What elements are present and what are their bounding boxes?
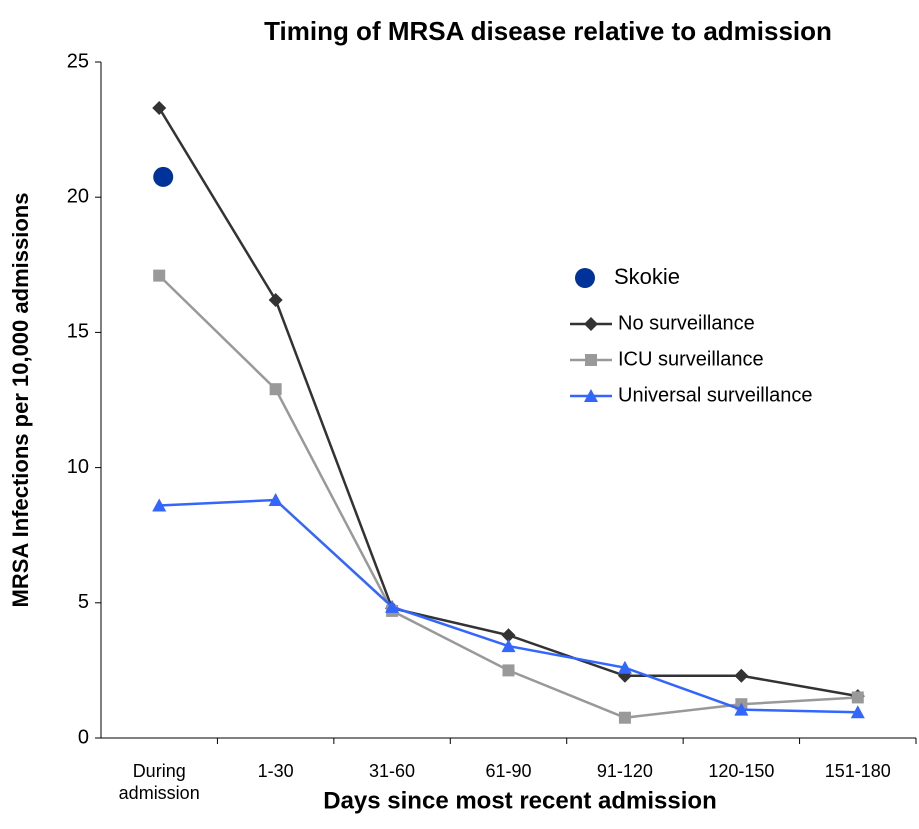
x-tick-label: 120-150	[708, 761, 775, 781]
data-point	[153, 166, 174, 187]
x-axis-label: Days since most recent admission	[323, 787, 717, 814]
data-point	[385, 599, 400, 613]
data-point	[501, 639, 516, 653]
legend-label: Skokie	[614, 264, 680, 289]
data-point	[734, 668, 749, 683]
y-tick-label: 5	[78, 591, 89, 613]
data-point	[617, 660, 632, 674]
x-tick-label: 151-180	[824, 761, 891, 781]
data-point	[152, 100, 167, 115]
x-tick-label: 91-120	[596, 761, 653, 781]
data-point	[152, 498, 167, 512]
series-line	[159, 498, 858, 714]
y-axis-label: MRSA Infections per 10,000 admissions	[8, 193, 33, 608]
chart-title: Timing of MRSA disease relative to admis…	[264, 16, 832, 46]
data-point	[268, 493, 283, 507]
data-point	[153, 269, 166, 282]
data-point	[851, 691, 864, 704]
legend-label: No surveillance	[618, 312, 755, 334]
data-point	[734, 702, 749, 716]
y-tick-label: 20	[67, 185, 89, 207]
legend-marker	[575, 268, 595, 288]
data-point	[502, 664, 515, 677]
y-tick-label: 15	[67, 321, 89, 343]
data-point	[501, 628, 516, 643]
y-tick-label: 10	[67, 456, 89, 478]
legend-marker	[584, 317, 598, 331]
y-tick-label: 25	[67, 50, 89, 72]
x-tick-label: During admission	[118, 761, 200, 803]
data-point	[618, 711, 631, 724]
legend-marker	[585, 354, 597, 366]
data-point	[268, 292, 283, 307]
x-tick-label: 1-30	[257, 761, 294, 781]
x-tick-label: 31-60	[369, 761, 416, 781]
data-point	[850, 705, 865, 719]
legend-label: ICU surveillance	[618, 348, 764, 370]
legend-label: Universal surveillance	[618, 384, 813, 406]
y-tick-label: 0	[78, 726, 89, 748]
x-tick-label: 61-90	[485, 761, 532, 781]
legend-marker	[584, 389, 598, 402]
data-point	[269, 383, 282, 396]
